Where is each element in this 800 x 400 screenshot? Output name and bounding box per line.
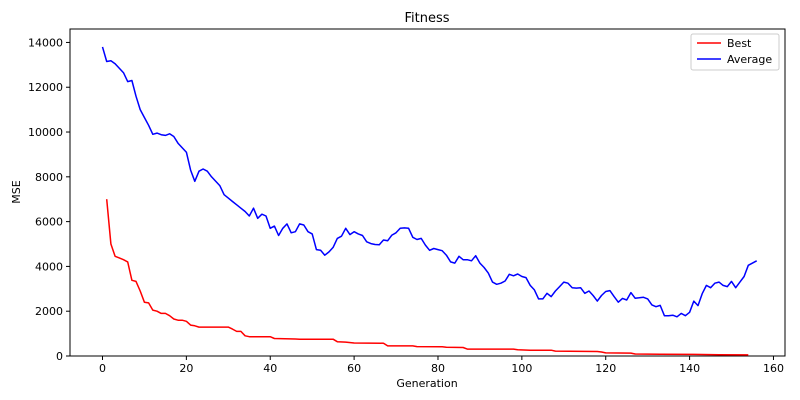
series-line-best: [105, 199, 749, 356]
x-tick-label: 20: [179, 362, 193, 375]
y-tick-label: 2000: [35, 305, 63, 318]
y-axis-ticks: 0 2000 4000 6000 8000 10000 12000 14000: [28, 36, 70, 363]
x-tick-label: 120: [595, 362, 616, 375]
legend-average-label: Average: [727, 53, 772, 66]
series-lines: [101, 46, 758, 356]
y-tick-label: 12000: [28, 81, 63, 94]
y-tick-label: 10000: [28, 126, 63, 139]
x-axis-ticks: 0 20 40 60 80 100 120 140 160: [99, 356, 784, 375]
x-tick-label: 160: [763, 362, 784, 375]
x-tick-label: 140: [679, 362, 700, 375]
x-tick-label: 100: [511, 362, 532, 375]
x-tick-label: 40: [263, 362, 277, 375]
legend: Best Average: [690, 33, 780, 71]
y-tick-label: 14000: [28, 36, 63, 49]
plot-frame: [69, 28, 786, 357]
x-axis-label: Generation: [396, 377, 457, 390]
y-tick-label: 4000: [35, 260, 63, 273]
x-tick-label: 80: [431, 362, 445, 375]
x-tick-label: 0: [99, 362, 106, 375]
x-tick-label: 60: [347, 362, 361, 375]
legend-best-label: Best: [727, 37, 752, 50]
y-axis-label: MSE: [10, 180, 23, 203]
chart-title: Fitness: [404, 11, 449, 26]
series-line-average: [101, 46, 758, 318]
plot-area: 0 20 40 60 80 100 120 140 160 0 2000 4000 6000 8000 1…: [28, 28, 786, 375]
y-tick-label: 6000: [35, 216, 63, 229]
y-tick-label: 8000: [35, 171, 63, 184]
y-tick-label: 0: [56, 350, 63, 363]
